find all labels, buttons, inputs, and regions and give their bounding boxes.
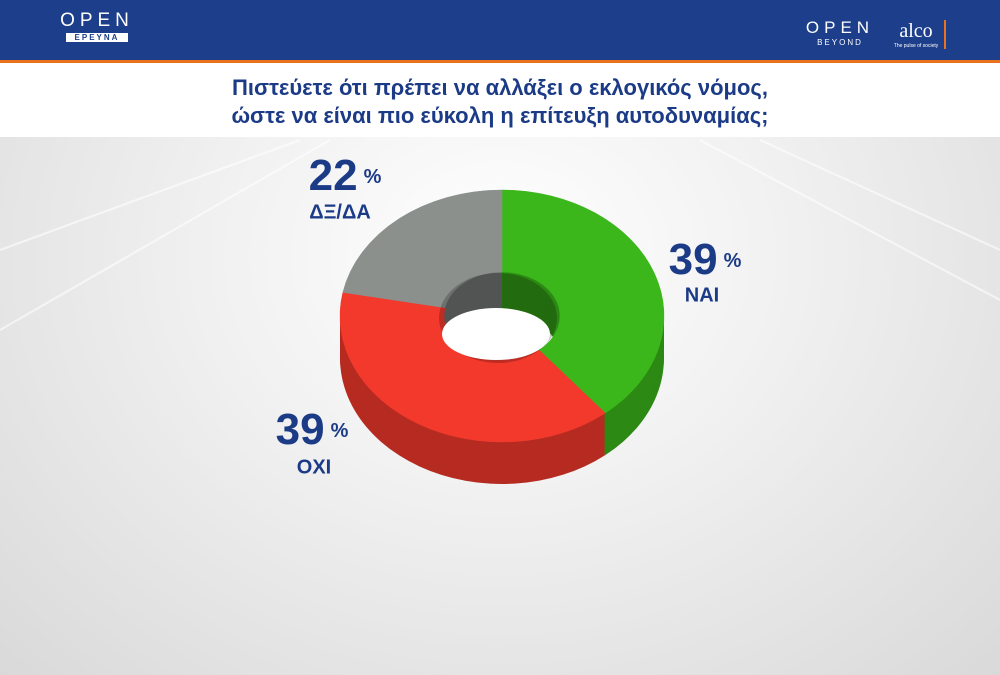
value-number: 22 [309,151,358,200]
deco-line [699,139,1000,301]
category-label: ΟΧΙ [297,456,331,478]
value-label: 39% [276,405,349,454]
slice [501,189,665,414]
value-unit: % [331,420,349,442]
deco-line [0,139,301,251]
partner-subtext: The pulse of society [893,43,939,49]
chart-title: Πιστεύετε ότι πρέπει να αλλάξει ο εκλογι… [231,75,769,128]
value-label: 22% [309,151,382,200]
category-label: ΝΑΙ [685,284,719,306]
value-unit: % [364,166,382,188]
title-bar [0,63,1000,137]
right-logo: OPEN BEYOND [800,18,880,47]
hole [442,308,550,360]
deco-line [0,139,331,331]
partner-logo: alco The pulse of society [888,20,946,49]
value-label: 39% [669,235,742,284]
value-number: 39 [276,405,325,454]
background-lines [0,139,1000,331]
logo-subtext: ΕΡΕΥΝΑ [66,33,128,42]
value-number: 39 [669,235,718,284]
header-bar: OPEN ΕΡΕΥΝΑ OPEN BEYOND alco The pulse o… [0,0,1000,63]
logo-subtext: BEYOND [817,38,863,47]
logo-text: OPEN [805,18,875,37]
value-unit: % [724,250,742,272]
slice [342,189,503,309]
category-label: ΔΞ/ΔΑ [309,201,371,223]
deco-line [759,139,1000,251]
logo-text: OPEN [60,10,134,31]
left-logo: OPEN ΕΡΕΥΝΑ [52,10,142,42]
partner-text: alco [899,20,933,42]
